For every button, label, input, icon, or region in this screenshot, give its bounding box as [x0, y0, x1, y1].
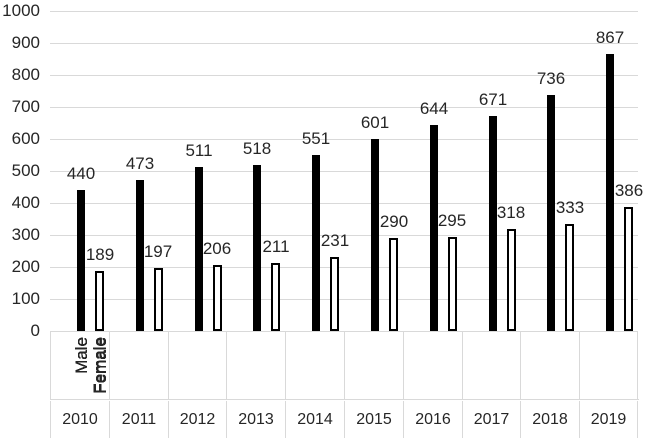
data-label: 867 [595, 28, 625, 47]
year-cell-2012: 2012 [168, 401, 226, 438]
year-cell-2014: 2014 [285, 401, 344, 438]
data-label: 518 [242, 139, 272, 158]
year-label: 2014 [297, 411, 333, 428]
gridline [50, 171, 638, 172]
y-tick-label: 800 [11, 65, 40, 84]
y-tick-label: 500 [11, 161, 40, 180]
bar-female-2012 [213, 265, 222, 331]
male-label: Male [72, 337, 92, 374]
year-label: 2012 [179, 411, 216, 428]
data-label: 736 [536, 69, 566, 88]
year-cell-2013: 2013 [226, 401, 285, 438]
category-cell-2019: Male Female [72, 331, 638, 399]
y-tick-label: 300 [11, 225, 40, 244]
bar-male-2017 [489, 116, 497, 331]
data-label: 644 [419, 99, 449, 118]
y-tick-label: 100 [11, 289, 40, 308]
gridline [50, 299, 638, 300]
year-axis-row: 2010 2011 2012 2013 2014 2015 2016 2017 2018 2019 [50, 401, 639, 438]
female-label: Female [90, 337, 110, 394]
data-label: 290 [379, 212, 409, 231]
y-tick-label: 900 [11, 33, 40, 52]
data-label: 318 [496, 203, 526, 222]
year-cell-2019: 2019 [579, 401, 638, 438]
year-cell-2018: 2018 [520, 401, 579, 438]
bar-female-2014 [330, 257, 339, 331]
category-cell-2013: Male Female [72, 331, 285, 399]
bar-male-2014 [312, 155, 320, 331]
data-label: 671 [478, 90, 508, 109]
category-cell-2014: Male Female [72, 331, 344, 399]
category-cell-2011: Male Female [72, 331, 168, 399]
year-label: 2019 [590, 411, 627, 428]
year-cell-2010: 2010 [50, 401, 109, 438]
data-label: 601 [360, 113, 390, 132]
data-label: 440 [66, 164, 96, 183]
bar-female-2019 [624, 207, 633, 331]
bar-male-2016 [430, 125, 438, 331]
category-cell-2015: Male Female [72, 331, 403, 399]
year-label: 2017 [473, 411, 510, 428]
data-label: 551 [301, 129, 331, 148]
gridline [50, 267, 638, 268]
gridline [50, 203, 638, 204]
category-axis-row: Male Female Male Female Male Female Male Female… [50, 331, 639, 400]
bar-male-2015 [371, 139, 379, 331]
gridline [50, 139, 638, 140]
gridline [50, 75, 638, 76]
bar-male-2011 [136, 180, 144, 331]
y-tick-label: 0 [30, 321, 40, 340]
year-cell-2017: 2017 [462, 401, 520, 438]
y-tick-label: 700 [11, 97, 40, 116]
year-cell-2016: 2016 [403, 401, 462, 438]
y-tick-label: 1000 [2, 1, 40, 20]
male-label-holder: Male [72, 337, 92, 399]
bar-female-2016 [448, 237, 457, 331]
y-tick-label: 200 [11, 257, 40, 276]
data-label: 231 [320, 231, 350, 250]
year-label: 2018 [532, 411, 568, 428]
category-cell-2010: Male Female [50, 331, 110, 399]
data-label: 211 [262, 237, 290, 256]
gridline [50, 235, 638, 236]
year-label: 2010 [62, 411, 98, 428]
data-label: 386 [614, 181, 644, 200]
bar-female-2013 [271, 263, 280, 331]
year-label: 2013 [238, 411, 274, 428]
year-label: 2016 [415, 411, 451, 428]
data-label: 206 [202, 239, 232, 258]
y-tick-label: 600 [11, 129, 40, 148]
year-cell-2011: 2011 [109, 401, 168, 438]
data-label: 295 [437, 211, 467, 230]
bar-female-2018 [565, 224, 574, 331]
bar-female-2010 [95, 271, 104, 331]
gridline [50, 107, 638, 108]
female-label-holder: Female [91, 337, 111, 399]
data-label: 473 [125, 154, 155, 173]
data-label: 197 [143, 242, 173, 261]
bar-male-2018 [547, 95, 555, 331]
year-label: 2015 [356, 411, 392, 428]
bar-male-2019 [606, 54, 614, 331]
gridline [50, 43, 638, 44]
data-label: 333 [555, 198, 585, 217]
data-label: 189 [85, 245, 115, 264]
bar-male-2013 [253, 165, 261, 331]
year-label: 2011 [121, 411, 157, 428]
bar-female-2011 [154, 268, 163, 331]
bar-female-2017 [507, 229, 516, 331]
category-cell-2016: Male Female [72, 331, 462, 399]
year-cell-2015: 2015 [344, 401, 403, 438]
bar-male-2012 [195, 167, 203, 331]
category-cell-2017: Male Female [72, 331, 520, 399]
bar-male-2010 [77, 190, 85, 331]
y-tick-label: 400 [11, 193, 40, 212]
category-cell-2018: Male Female [72, 331, 579, 399]
bar-female-2015 [389, 238, 398, 331]
category-cell-2012: Male Female [72, 331, 226, 399]
data-label: 511 [185, 141, 213, 160]
gridline [50, 11, 638, 12]
